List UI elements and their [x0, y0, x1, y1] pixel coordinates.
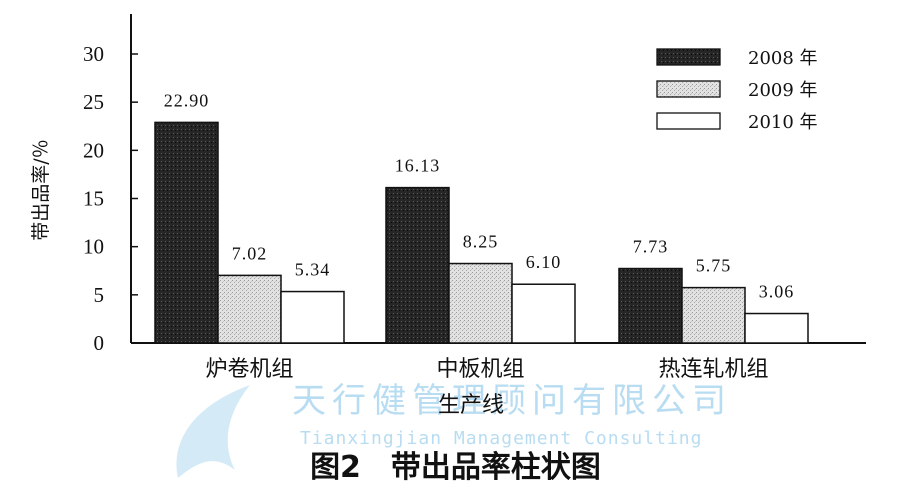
legend-swatch: [656, 48, 721, 66]
x-axis-title: 生产线: [438, 393, 504, 418]
legend-label: 2008 年: [748, 48, 818, 69]
bar-value-label: 7.73: [633, 237, 669, 257]
bars: 22.90 7.02 5.34 16.13 8.25 6.10 7.73 5.75 3.06: [154, 90, 809, 344]
bar: [154, 121, 219, 344]
bar: [217, 274, 282, 344]
bar-value-label: 22.90: [164, 90, 210, 110]
category-labels: 炉卷机组 中板机组 热连轧机组: [205, 357, 768, 382]
bar: [681, 286, 746, 344]
legend-label: 2009 年: [748, 80, 818, 101]
y-tick-label: 0: [94, 331, 105, 355]
category-label: 热连轧机组: [658, 357, 768, 382]
bar-value-label: 3.06: [759, 282, 795, 302]
bar: [448, 262, 513, 344]
bar: [511, 283, 576, 344]
bar-value-label: 5.34: [295, 260, 331, 280]
watermark-company-name: 天行健管理顾问有限公司: [292, 381, 732, 421]
bar: [618, 267, 683, 344]
bar-value-label: 7.02: [232, 243, 268, 263]
watermark-logo-icon: [176, 385, 250, 478]
bar: [280, 290, 345, 344]
y-axis-title: 带出品率/％: [30, 139, 52, 240]
bar-value-label: 8.25: [463, 232, 499, 252]
bar-value-label: 16.13: [395, 156, 441, 176]
bar: [385, 186, 450, 344]
y-tick-label: 30: [83, 42, 104, 66]
legend: 2008 年 2009 年 2010 年: [656, 48, 818, 133]
y-tick-label: 10: [83, 235, 104, 259]
y-axis: 0 5 10 15 20 25 30: [83, 14, 138, 355]
y-tick-label: 25: [83, 90, 104, 114]
figure-caption: 图2 带出品率柱状图: [310, 450, 601, 485]
legend-label: 2010 年: [748, 112, 818, 133]
legend-swatch: [656, 80, 721, 98]
category-label: 炉卷机组: [205, 357, 293, 382]
watermark: 天行健管理顾问有限公司 Tianxingjian Management Cons…: [176, 381, 732, 478]
legend-swatch: [656, 112, 721, 130]
bar: [744, 312, 809, 344]
category-label: 中板机组: [436, 357, 524, 382]
y-tick-label: 15: [83, 187, 104, 211]
y-tick-label: 5: [94, 283, 105, 307]
y-tick-label: 20: [83, 138, 104, 162]
bar-value-label: 6.10: [526, 252, 562, 272]
bar-value-label: 5.75: [696, 256, 732, 276]
watermark-company-name-en: Tianxingjian Management Consulting: [300, 428, 702, 449]
